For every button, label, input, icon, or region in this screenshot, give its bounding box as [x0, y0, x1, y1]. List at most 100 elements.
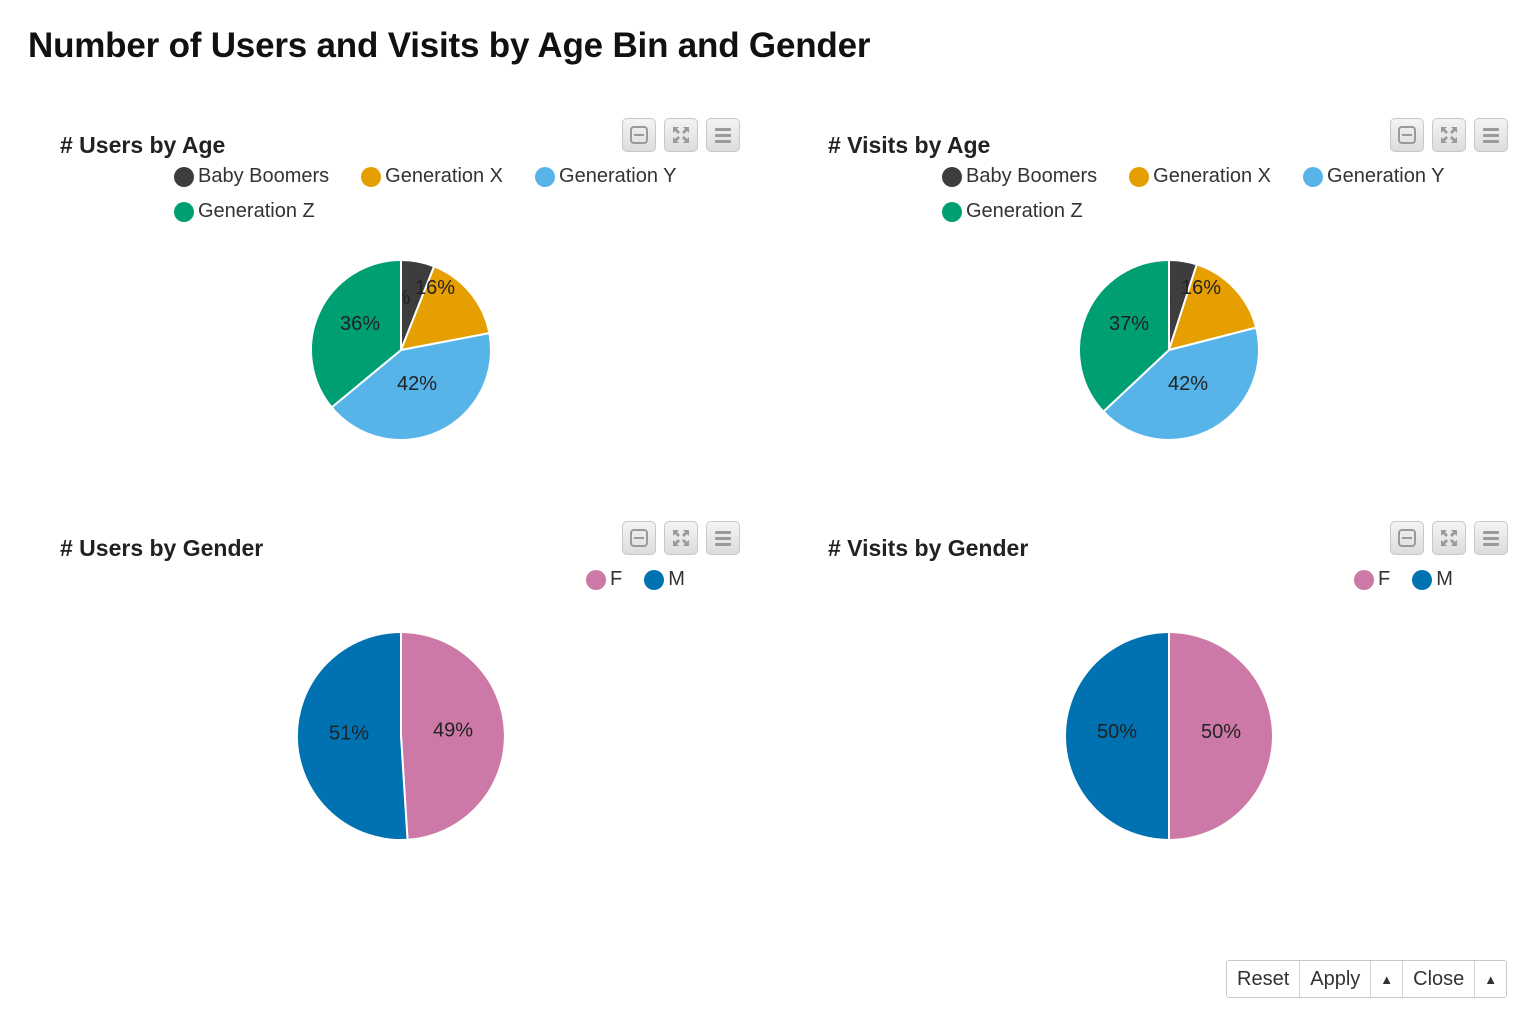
pie-slice-f[interactable]	[400, 630, 506, 841]
pie-label-generation-x: 16%	[415, 277, 455, 299]
legend-item-baby-boomers[interactable]: Baby Boomers	[942, 164, 1097, 189]
action-bar: Reset Apply ▲ Close ▲	[1226, 960, 1508, 998]
minimize-button[interactable]	[622, 521, 656, 555]
legend-item-generation-y[interactable]: Generation Y	[535, 164, 677, 189]
legend-item-generation-x[interactable]: Generation X	[361, 164, 503, 189]
legend-item-baby-boomers[interactable]: Baby Boomers	[174, 164, 329, 189]
expand-button[interactable]	[664, 118, 698, 152]
minimize-icon	[1398, 529, 1416, 547]
expand-button[interactable]	[1432, 118, 1466, 152]
menu-button[interactable]	[706, 118, 740, 152]
legend-swatch	[586, 569, 606, 590]
legend-swatch	[1354, 569, 1374, 590]
pie-slice-m[interactable]	[295, 630, 409, 841]
expand-button[interactable]	[1432, 521, 1466, 555]
apply-menu-button[interactable]: ▲	[1371, 961, 1404, 997]
pie-label-f: 50%	[1201, 721, 1241, 743]
expand-icon	[673, 127, 689, 143]
pie-slice-generation-z[interactable]	[309, 258, 402, 409]
legend: Baby Boomers Generation X Generation Y Gene…	[942, 164, 1492, 224]
panel-title: # Visits by Age	[828, 132, 991, 158]
reset-button[interactable]: Reset	[1227, 961, 1301, 997]
menu-icon	[1483, 531, 1499, 546]
expand-button[interactable]	[664, 521, 698, 555]
pie-chart: 50% 50%	[1064, 630, 1274, 842]
legend-swatch	[1303, 166, 1324, 187]
expand-icon	[673, 530, 689, 546]
menu-icon	[715, 531, 731, 546]
pie-label-m: 50%	[1097, 721, 1137, 743]
panel-toolbar	[1390, 521, 1508, 555]
minimize-button[interactable]	[622, 118, 656, 152]
close-menu-button[interactable]: ▲	[1475, 961, 1507, 997]
menu-icon	[715, 128, 731, 143]
menu-button[interactable]	[1474, 118, 1508, 152]
panel-visits-by-gender: # Visits by Gender F M 50% 50%	[828, 521, 1508, 901]
pie-slice-generation-y[interactable]	[330, 331, 492, 441]
legend-label: Generation Y	[559, 165, 677, 187]
legend-label: Baby Boomers	[966, 165, 1098, 187]
pie-label-generation-x: 16%	[1181, 277, 1221, 299]
pie-label-generation-y: 42%	[397, 373, 437, 395]
menu-button[interactable]	[1474, 521, 1508, 555]
panel-title: # Users by Gender	[60, 535, 264, 561]
legend-item-m[interactable]: M	[1412, 567, 1453, 592]
pie-label-generation-y: 42%	[1168, 373, 1208, 395]
panel-title: # Visits by Gender	[828, 535, 1029, 561]
legend-label: M	[1436, 568, 1453, 590]
legend-label: Generation Z	[198, 200, 315, 222]
legend-item-generation-z[interactable]: Generation Z	[942, 199, 1083, 224]
pie-slice-m[interactable]	[1064, 630, 1170, 842]
panel-toolbar	[1390, 118, 1508, 152]
pie-label-generation-z: 37%	[1109, 313, 1149, 335]
pie-label-m: 51%	[329, 723, 369, 745]
legend-item-generation-z[interactable]: Generation Z	[174, 199, 315, 224]
legend-label: Baby Boomers	[198, 165, 330, 187]
pie-chart: 6%16%42%36%	[309, 258, 492, 441]
legend-label: F	[1378, 568, 1391, 590]
legend: Baby Boomers Generation X Generation Y Gene…	[174, 164, 724, 224]
minimize-button[interactable]	[1390, 521, 1424, 555]
minimize-icon	[1398, 126, 1416, 144]
legend-swatch	[361, 166, 382, 187]
legend-swatch	[535, 166, 556, 187]
legend-item-m[interactable]: M	[644, 567, 685, 592]
legend-swatch	[942, 201, 962, 222]
panel-toolbar	[622, 118, 740, 152]
legend-item-f[interactable]: F	[586, 567, 622, 592]
minimize-button[interactable]	[1390, 118, 1424, 152]
pie-label-f: 49%	[433, 719, 473, 741]
legend-label: Generation X	[1153, 165, 1272, 187]
pie-slice-generation-y[interactable]	[1101, 326, 1260, 441]
legend-swatch	[174, 166, 194, 187]
close-button[interactable]: Close	[1403, 961, 1476, 997]
panel-toolbar	[622, 521, 740, 555]
legend-label: Generation Y	[1327, 165, 1445, 187]
legend-label: F	[610, 568, 623, 590]
menu-button[interactable]	[706, 521, 740, 555]
pie-slice-generation-x[interactable]	[1167, 263, 1258, 352]
legend-label: Generation Z	[966, 200, 1083, 222]
apply-button[interactable]: Apply	[1300, 961, 1372, 997]
legend-swatch	[644, 569, 665, 590]
legend-label: M	[668, 568, 685, 590]
minimize-icon	[630, 529, 648, 547]
panel-visits-by-age: # Visits by Age Baby Boomers Generation X…	[828, 118, 1508, 498]
legend-swatch	[942, 166, 962, 187]
pie-chart: 5%16%42%37%	[1078, 258, 1260, 441]
pie-chart: 49% 51%	[295, 630, 506, 841]
pie-slice-generation-z[interactable]	[1078, 258, 1170, 414]
panel-title: # Users by Age	[60, 132, 226, 158]
legend-item-generation-x[interactable]: Generation X	[1129, 164, 1271, 189]
expand-icon	[1441, 530, 1457, 546]
pie-slice-generation-x[interactable]	[399, 265, 491, 352]
menu-icon	[1483, 128, 1499, 143]
legend-swatch	[1129, 166, 1150, 187]
pie-slice-f[interactable]	[1168, 630, 1274, 842]
page-title: Number of Users and Visits by Age Bin an…	[28, 26, 871, 65]
legend-item-f[interactable]: F	[1354, 567, 1390, 592]
legend-swatch	[1412, 569, 1433, 590]
legend-item-generation-y[interactable]: Generation Y	[1303, 164, 1445, 189]
panel-users-by-gender: # Users by Gender F M 49% 51%	[60, 521, 740, 901]
